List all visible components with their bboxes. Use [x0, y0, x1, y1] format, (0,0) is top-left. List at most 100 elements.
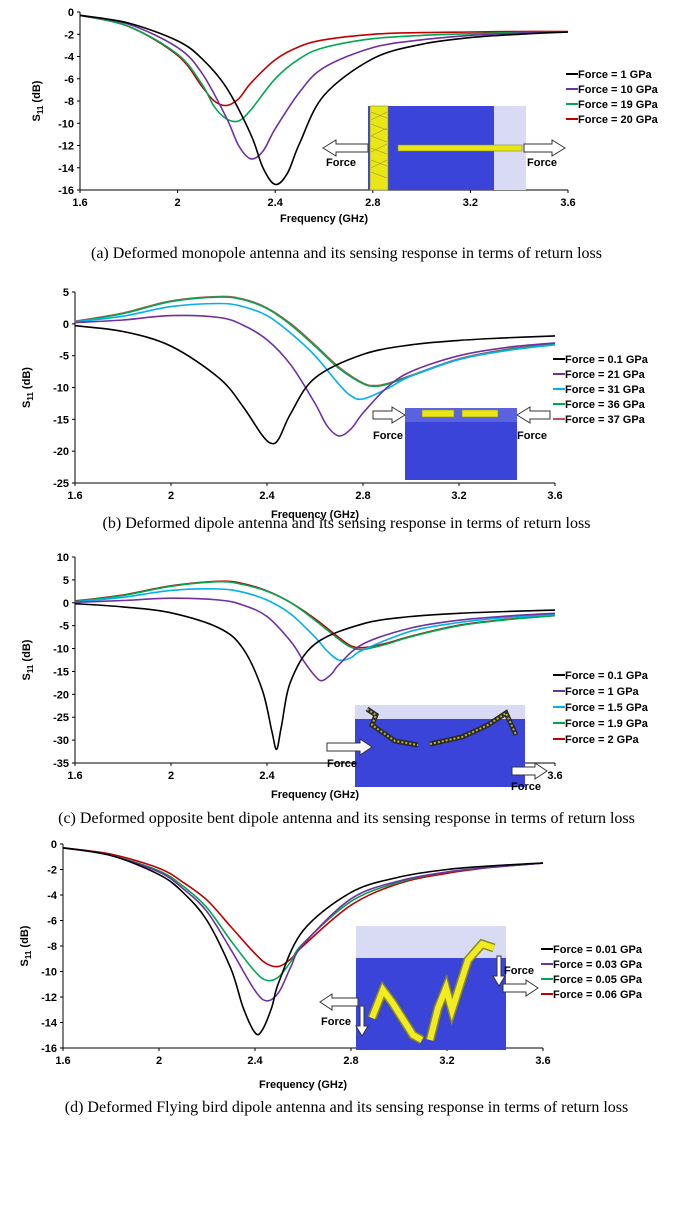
chart-c-axes: 1050-5-10-15-20-25-30-351.622.42.83.23.6… — [21, 552, 649, 801]
series-lines — [79, 14, 569, 186]
series-line — [74, 597, 556, 682]
series-line — [74, 314, 556, 437]
x-tick-label: 3.6 — [560, 197, 575, 209]
x-tick-label: 2 — [156, 1055, 162, 1067]
series-line — [74, 580, 556, 651]
force-label-right: Force — [527, 157, 557, 169]
y-tick-label: 10 — [57, 552, 69, 564]
x-tick-label: 3.6 — [535, 1055, 550, 1067]
x-tick-label: 2.8 — [365, 197, 380, 209]
legend-label: Force = 19 GPa — [578, 99, 659, 111]
panel-c: 1050-5-10-15-20-25-30-351.622.42.83.23.6… — [0, 545, 693, 830]
y-axis-label-main: S — [21, 673, 33, 680]
chart-b-inset: Force Force — [372, 406, 551, 480]
chart-b-axes: 5 0 -5 -10 -15 -20 -251.6 2 2.4 2.8 3.2 3.6 Frequenc… — [21, 287, 649, 521]
y-tick-label: -14 — [58, 163, 75, 175]
x-tick-label: 2 — [168, 490, 174, 502]
series-line — [79, 14, 569, 186]
legend-label: Force = 1.9 GPa — [565, 718, 649, 730]
y-tick-label: -10 — [41, 967, 57, 979]
y-axis-label: S11 (dB) — [21, 367, 35, 408]
x-tick-label: 1.6 — [55, 1055, 70, 1067]
legend-label: Force = 0.1 GPa — [565, 670, 649, 682]
x-axis-label: Frequency (GHz) — [271, 509, 359, 521]
chart-c-inset: Force Force — [326, 705, 548, 793]
x-tick-label: 2.4 — [259, 770, 275, 782]
force-label-right: Force — [504, 965, 534, 977]
x-axis-label: Frequency (GHz) — [259, 1079, 347, 1091]
y-tick-label: -30 — [53, 735, 69, 747]
y-tick-label: -2 — [64, 29, 74, 41]
chart-a-axes: 0 -2 -4 -6 -8 -10 -12 -14 -161.6 2 2.4 2.8 3.2 3.6 Fre… — [31, 7, 659, 225]
panel-d: 0 -2 -4 -6 -8 -10 -12 -14 -16 1.6 2 2.4 2.8 3.2 3.6 Fre… — [0, 830, 693, 1226]
caption-d: (d) Deformed Flying bird dipole antenna … — [64, 1099, 629, 1116]
y-axis-label: S11 (dB) — [21, 639, 35, 680]
force-arrow-left-icon — [326, 738, 373, 756]
caption-c: (c) Deformed opposite bent dipole antenn… — [58, 810, 635, 827]
x-tick-label: 3.2 — [439, 1055, 454, 1067]
caption-a: (a) Deformed monopole antenna and its se… — [91, 245, 602, 262]
y-axis-label-main: S — [21, 401, 33, 408]
force-arrow-left-icon — [372, 406, 406, 424]
y-axis-label-unit: (dB) — [19, 925, 31, 950]
legend-label: Force = 20 GPa — [578, 114, 659, 126]
y-tick-label: -5 — [59, 621, 69, 633]
inset-mesh-lines — [370, 111, 388, 179]
legend-label: Force = 0.03 GPa — [553, 959, 643, 971]
x-tick-label: 2 — [168, 770, 174, 782]
force-arrow-right-icon — [516, 406, 551, 424]
legend-label: Force = 1 GPa — [578, 69, 653, 81]
series-line — [79, 14, 569, 160]
y-axis-label-unit: (dB) — [21, 367, 33, 392]
force-label-left: Force — [321, 1016, 351, 1028]
x-tick-label: 2.8 — [355, 490, 370, 502]
x-axis-label: Frequency (GHz) — [271, 789, 359, 801]
y-tick-label: -14 — [41, 1018, 58, 1030]
series-lines — [74, 295, 556, 445]
series-line — [74, 324, 556, 445]
legend-label: Force = 37 GPa — [565, 414, 646, 426]
chart-d: 0 -2 -4 -6 -8 -10 -12 -14 -161.6 2 2.4 2.8 3.2 3.6 Fre… — [19, 839, 643, 1091]
legend-label: Force = 0.05 GPa — [553, 974, 643, 986]
inset-bird-wing-left — [369, 983, 424, 1043]
legend-label: Force = 31 GPa — [565, 384, 646, 396]
y-tick-label: -25 — [53, 478, 69, 490]
x-tick-label: 2.4 — [259, 490, 275, 502]
y-tick-label: -20 — [53, 446, 69, 458]
y-tick-label: -10 — [58, 118, 74, 130]
x-tick-label: 3.2 — [463, 197, 478, 209]
y-tick-label: -15 — [53, 666, 69, 678]
x-tick-label: 1.6 — [67, 490, 82, 502]
force-label-left: Force — [327, 758, 357, 770]
x-tick-label: 1.6 — [67, 770, 82, 782]
force-label-right: Force — [511, 781, 541, 793]
y-tick-label: 0 — [63, 598, 69, 610]
series-lines — [62, 847, 544, 1036]
series-line — [74, 588, 556, 662]
series-line — [74, 302, 556, 401]
series-line — [74, 602, 556, 751]
y-axis-label-subscript: 11 — [26, 392, 35, 401]
y-tick-label: 0 — [63, 319, 69, 331]
y-tick-label: -12 — [41, 992, 57, 1004]
x-tick-label: 3.6 — [547, 490, 562, 502]
chart-b: 5 0 -5 -10 -15 -20 -251.6 2 2.4 2.8 3.2 3.6 Frequenc… — [21, 287, 649, 521]
y-tick-label: -10 — [53, 644, 69, 656]
y-tick-label: -8 — [64, 96, 74, 108]
chart-d-inset: Force Force — [319, 926, 539, 1050]
series-line — [62, 847, 544, 1036]
y-tick-label: 0 — [51, 839, 57, 851]
legend-label: Force = 1.5 GPa — [565, 702, 649, 714]
y-tick-label: -25 — [53, 712, 69, 724]
x-tick-label: 3.2 — [451, 490, 466, 502]
y-tick-label: -4 — [64, 52, 75, 64]
series-line — [79, 14, 569, 123]
chart-c: 1050-5-10-15-20-25-30-351.622.42.83.23.6… — [21, 552, 649, 801]
series-line — [74, 295, 556, 387]
force-arrow-right-icon — [511, 762, 548, 780]
force-arrow-vertical-icon — [492, 955, 506, 987]
y-axis-label-subscript: 11 — [26, 664, 35, 673]
y-axis-label-subscript: 11 — [24, 950, 33, 959]
legend-label: Force = 0.01 GPa — [553, 944, 643, 956]
y-axis-label: S11 (dB) — [19, 925, 33, 966]
